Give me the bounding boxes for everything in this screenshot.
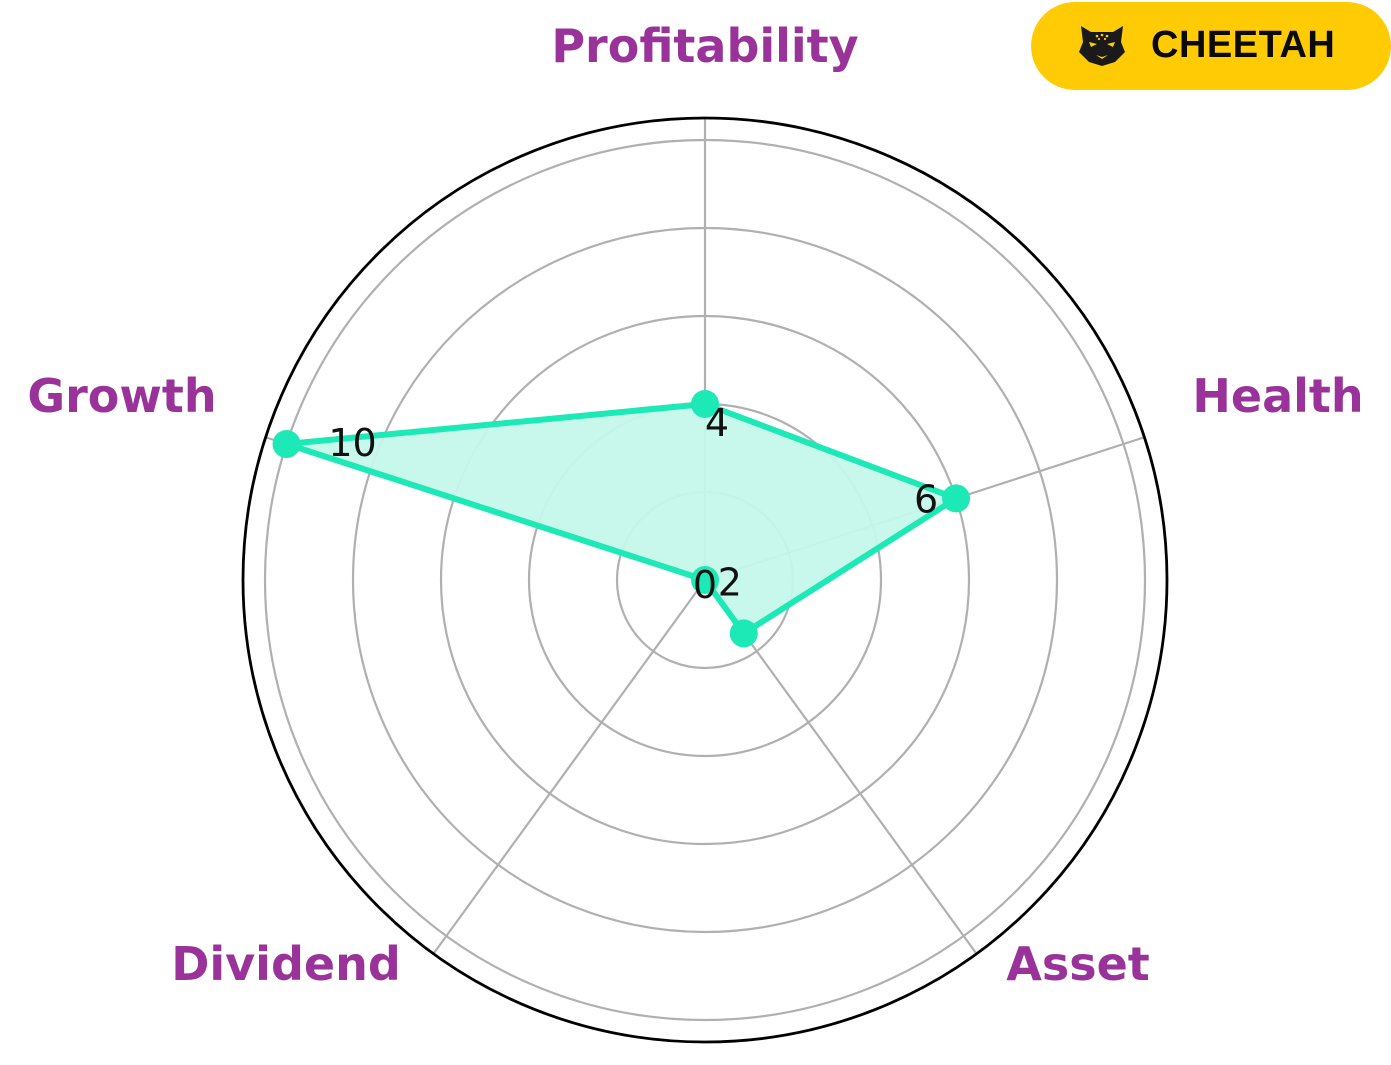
series-area (286, 404, 957, 634)
value-label: 2 (718, 560, 742, 604)
outer-ring (241, 116, 1169, 1044)
axis-label-asset: Asset (1006, 937, 1150, 991)
series-line (283, 401, 960, 637)
brand-name: CHEETAH (1151, 24, 1336, 66)
data-point (942, 484, 971, 513)
data-point (691, 566, 719, 594)
grid-spoke (432, 579, 706, 955)
value-label: 0 (693, 563, 717, 607)
axis-label-dividend: Dividend (171, 937, 401, 991)
value-label: 4 (705, 401, 729, 445)
axis-label-growth: Growth (27, 369, 216, 423)
value-label: 6 (914, 477, 938, 521)
radar-labels: 4 6 20 10 Profitability Health Asset Dividend Gr… (27, 19, 1363, 991)
value-label: 10 (328, 421, 376, 465)
data-point (272, 430, 301, 459)
axis-label-health: Health (1192, 369, 1363, 423)
radar-series (272, 390, 971, 648)
brand-badge: CHEETAH (1031, 2, 1391, 90)
axis-label-profitability: Profitability (551, 19, 858, 73)
data-point (691, 390, 719, 418)
data-point (729, 619, 758, 648)
cheetah-head-icon (1077, 22, 1127, 68)
